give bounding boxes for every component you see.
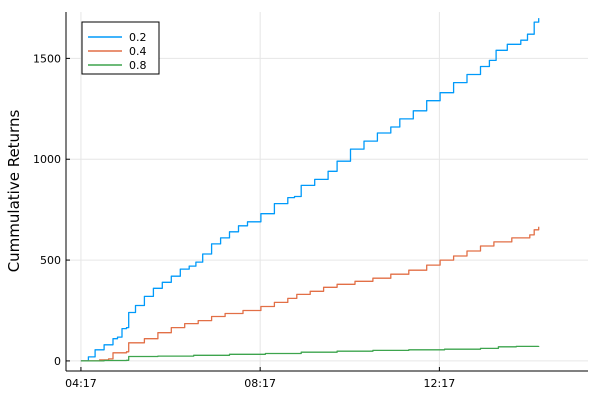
legend-label: 0.4 — [129, 45, 147, 58]
legend: 0.20.40.8 — [81, 21, 160, 75]
axes — [65, 12, 588, 372]
series-line-0-4 — [80, 226, 540, 362]
y-tick-label: 0 — [54, 355, 61, 368]
legend-label: 0.8 — [129, 59, 147, 72]
y-axis-title: Cummulative Returns — [5, 110, 23, 273]
series-line-0-2 — [80, 18, 540, 362]
x-tick-label: 12:17 — [424, 377, 456, 390]
series-line-0-8 — [80, 345, 540, 362]
legend-box — [81, 21, 160, 75]
y-tick-label: 1000 — [33, 153, 61, 166]
y-tick-label: 500 — [40, 254, 61, 267]
series-lines — [80, 18, 540, 362]
y-tick-label: 1500 — [33, 52, 61, 65]
x-tick-label: 04:17 — [65, 377, 97, 390]
x-tick-label: 08:17 — [244, 377, 276, 390]
ticks: 0 500 1000 1500 04:17 08:17 12:17 — [33, 52, 455, 390]
legend-label: 0.2 — [129, 31, 147, 44]
